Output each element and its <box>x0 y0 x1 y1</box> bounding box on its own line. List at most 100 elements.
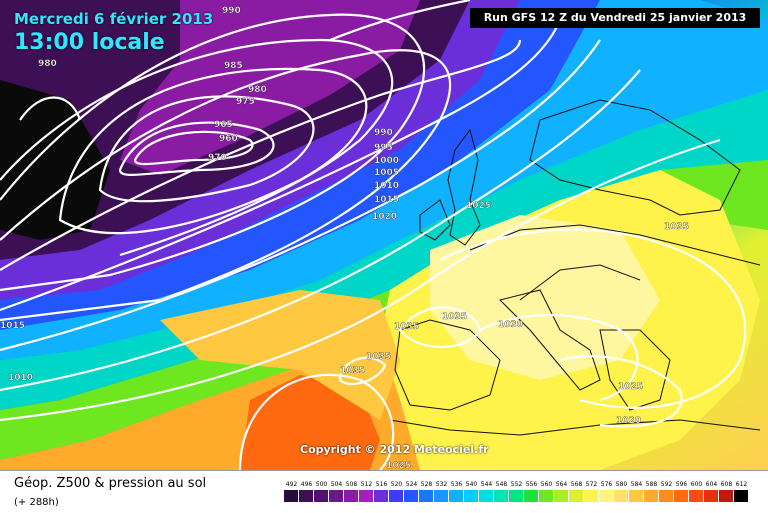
legend-swatch <box>374 490 388 502</box>
legend-swatch <box>419 490 433 502</box>
legend-swatch <box>734 490 748 502</box>
isobar-label: 1020 <box>372 212 397 222</box>
legend-tick-label: 584 <box>631 481 643 488</box>
isobar-label: 995 <box>374 143 393 153</box>
legend-swatch <box>359 490 373 502</box>
color-legend: 492 496 500 504 508 512 516 520 524 528 532 536 540 5… <box>284 481 748 502</box>
legend-tick-label: 492 <box>286 481 298 488</box>
isobar-label: 1035 <box>442 312 467 322</box>
isobar-label: 970 <box>208 153 227 163</box>
legend-tick-label: 592 <box>661 481 673 488</box>
legend-swatch <box>629 490 643 502</box>
legend-tick-label: 576 <box>601 481 613 488</box>
legend-swatch <box>524 490 538 502</box>
band-light-blue <box>0 0 768 360</box>
isobar-label: 1035 <box>340 366 365 376</box>
isobar-label: 1035 <box>394 322 419 332</box>
isobar-label: 990 <box>374 128 393 138</box>
isobar-label: 1035 <box>664 222 689 232</box>
copyright-notice: Copyright © 2012 Meteociel.fr <box>300 443 489 456</box>
isobar-label: 960 <box>219 134 238 144</box>
isobar-label: 1015 <box>374 195 399 205</box>
isobar-label: 1010 <box>8 373 33 383</box>
isobar-label: 1030 <box>498 320 523 330</box>
isobar-label: 980 <box>248 85 267 95</box>
legend-tick-label: 524 <box>406 481 418 488</box>
legend-swatch <box>434 490 448 502</box>
legend-swatch <box>494 490 508 502</box>
forecast-time: 13:00 locale <box>14 30 165 55</box>
legend-tick-label: 520 <box>391 481 403 488</box>
legend-tick-label: 580 <box>616 481 628 488</box>
legend-swatch <box>614 490 628 502</box>
legend-swatch <box>719 490 733 502</box>
legend-tick-label: 604 <box>706 481 718 488</box>
legend-tick-label: 568 <box>571 481 583 488</box>
legend-swatch <box>659 490 673 502</box>
legend-swatch <box>344 490 358 502</box>
legend-tick-label: 612 <box>736 481 748 488</box>
legend-tick-label: 528 <box>421 481 433 488</box>
legend-swatch <box>689 490 703 502</box>
band-light-orange <box>160 290 400 420</box>
isobar-label: 1025 <box>618 382 643 392</box>
isobar-label: 980 <box>38 59 57 69</box>
legend-tick-label: 536 <box>451 481 463 488</box>
forecast-date: Mercredi 6 février 2013 <box>14 10 214 28</box>
legend-swatch <box>539 490 553 502</box>
legend-swatch <box>704 490 718 502</box>
run-info: Run GFS 12 Z du Vendredi 25 janvier 2013 <box>470 8 760 28</box>
legend-swatch <box>404 490 418 502</box>
band-blue <box>0 0 600 330</box>
legend-tick-label: 560 <box>541 481 553 488</box>
weather-map: 990 980 985 980 975 965 960 970 990 995 … <box>0 0 768 470</box>
legend-swatch <box>509 490 523 502</box>
legend-tick-label: 588 <box>646 481 658 488</box>
legend-swatch <box>389 490 403 502</box>
isobar-label: 1010 <box>374 181 399 191</box>
legend-swatch <box>569 490 583 502</box>
isobar-label: 1025 <box>466 201 491 211</box>
isobar-labels: 990 980 985 980 975 965 960 970 990 995 … <box>0 6 689 470</box>
legend-tick-label: 516 <box>376 481 388 488</box>
isobar-label: 1025 <box>386 461 411 470</box>
isobar-label: 1005 <box>374 168 399 178</box>
legend-tick-label: 572 <box>586 481 598 488</box>
isobar-label: 965 <box>214 120 233 130</box>
footer-subtitle: (+ 288h) <box>14 497 59 508</box>
legend-swatch <box>299 490 313 502</box>
legend-tick-label: 596 <box>676 481 688 488</box>
band-violet <box>0 0 520 300</box>
band-black-core <box>0 80 110 240</box>
legend-swatch <box>584 490 598 502</box>
legend-tick-label: 564 <box>556 481 568 488</box>
isobar-label: 985 <box>224 61 243 71</box>
band-pale-yellow <box>430 215 660 380</box>
footer-title: Géop. Z500 & pression au sol <box>14 476 207 491</box>
legend-tick-label: 532 <box>436 481 448 488</box>
isobar-label: 1000 <box>374 156 399 166</box>
legend-tick-label: 608 <box>721 481 733 488</box>
legend-tick-label: 500 <box>316 481 328 488</box>
legend-swatch <box>644 490 658 502</box>
legend-tick-label: 496 <box>301 481 313 488</box>
legend-swatch <box>449 490 463 502</box>
legend-tick-label: 508 <box>346 481 358 488</box>
band-deep-orange <box>240 375 380 470</box>
legend-tick-label: 600 <box>691 481 703 488</box>
legend-tick-label: 544 <box>481 481 493 488</box>
legend-tick-label: 552 <box>511 481 523 488</box>
legend-tick-label: 540 <box>466 481 478 488</box>
legend-footer: Géop. Z500 & pression au sol (+ 288h) 49… <box>0 470 768 513</box>
legend-tick-label: 512 <box>361 481 373 488</box>
legend-swatch <box>599 490 613 502</box>
legend-swatch <box>284 490 298 502</box>
isobar-label: 975 <box>236 97 255 107</box>
legend-tick-label: 556 <box>526 481 538 488</box>
isobars <box>0 0 745 470</box>
legend-swatch <box>464 490 478 502</box>
pressure-chart: 990 980 985 980 975 965 960 970 990 995 … <box>0 0 768 470</box>
isobar-label: 1035 <box>366 352 391 362</box>
legend-tick-label: 548 <box>496 481 508 488</box>
legend-swatch <box>479 490 493 502</box>
